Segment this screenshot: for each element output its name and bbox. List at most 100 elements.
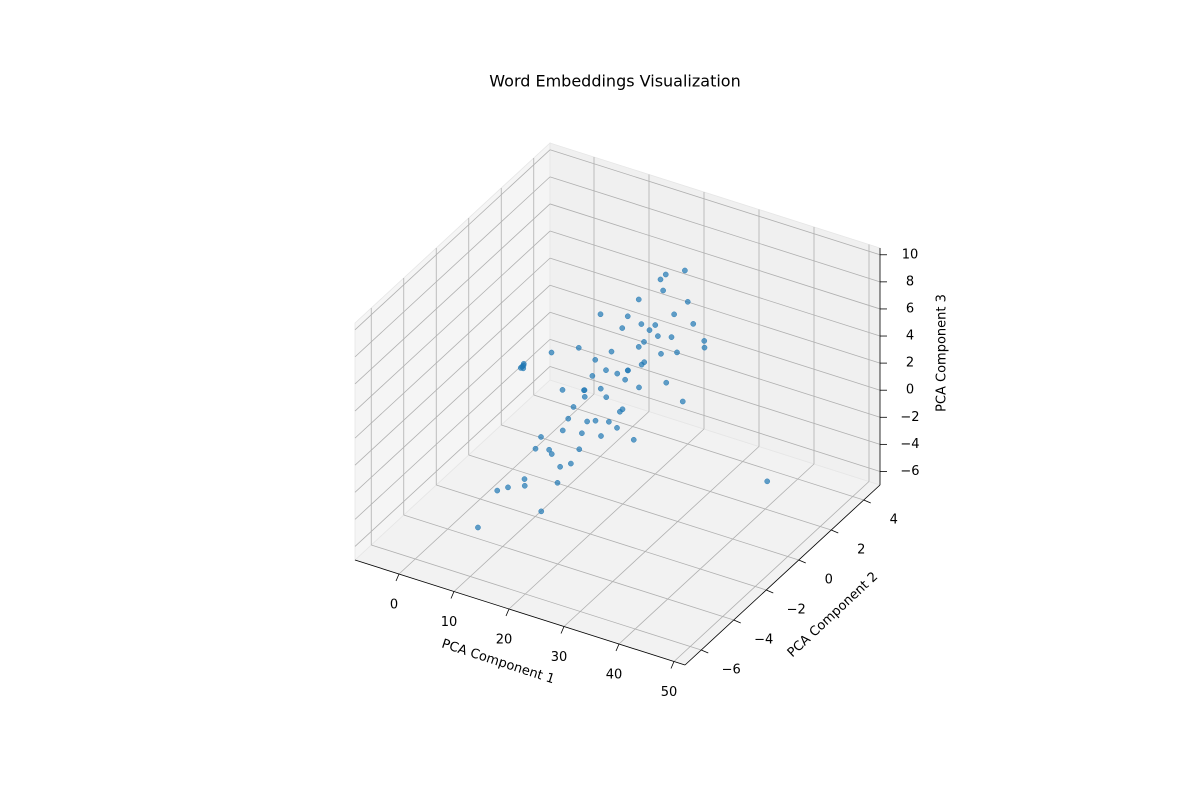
point xyxy=(589,373,596,379)
point xyxy=(546,446,552,453)
point xyxy=(663,379,670,386)
y-tick-label: −2 xyxy=(787,603,806,618)
point xyxy=(622,376,628,383)
grid-line xyxy=(453,411,650,592)
grid-line xyxy=(354,203,551,385)
point xyxy=(475,524,481,531)
point xyxy=(557,463,563,470)
grid-line xyxy=(371,544,702,651)
point xyxy=(660,287,666,294)
points xyxy=(475,267,771,531)
point xyxy=(603,367,609,374)
grid-line xyxy=(501,424,832,531)
point xyxy=(690,321,697,327)
grid-line xyxy=(549,284,881,391)
point xyxy=(682,267,688,274)
grid-line xyxy=(549,338,881,445)
point xyxy=(684,298,691,305)
point xyxy=(570,404,577,410)
x-tick-label: 20 xyxy=(496,633,513,648)
point xyxy=(538,508,545,515)
y-tick-label: 0 xyxy=(825,573,833,588)
point xyxy=(668,334,675,340)
point xyxy=(638,321,645,327)
x-tick xyxy=(450,591,455,599)
z-tick-label: 4 xyxy=(906,329,914,344)
grid-line xyxy=(354,230,551,412)
z-tick-label: 8 xyxy=(906,274,914,289)
point xyxy=(641,339,647,345)
z-tick-label: −6 xyxy=(900,464,919,479)
point xyxy=(638,361,645,368)
point xyxy=(559,427,566,434)
point xyxy=(662,271,669,278)
x-tick-label: 30 xyxy=(551,650,568,665)
point xyxy=(636,384,642,391)
point xyxy=(592,417,599,424)
y-tick xyxy=(701,649,709,654)
grid-line xyxy=(354,311,551,493)
point xyxy=(764,478,771,485)
grid-line xyxy=(549,366,881,472)
point xyxy=(548,451,555,457)
point xyxy=(614,370,621,377)
point xyxy=(538,434,544,440)
x-tick xyxy=(505,608,510,617)
grid-line xyxy=(436,484,767,591)
grid-line xyxy=(354,366,551,547)
axes: 0 10 20 30 40 50 −6 −4 −2 0 2 4 −6 −4 −2 0 2 4 6 8 10 xyxy=(354,247,920,700)
y-tick-label: 4 xyxy=(890,513,898,528)
z-tick-label: 10 xyxy=(902,247,919,262)
point xyxy=(521,476,528,482)
grid-line xyxy=(533,394,864,501)
point xyxy=(646,327,653,333)
point xyxy=(548,349,555,356)
point xyxy=(521,482,528,489)
point xyxy=(657,276,664,283)
y-tick-label: −6 xyxy=(722,663,741,678)
grid-line xyxy=(549,230,881,337)
grid-line xyxy=(468,454,799,561)
grid-line xyxy=(354,149,551,331)
grid-line xyxy=(673,481,870,662)
y-tick-label: 2 xyxy=(857,543,865,558)
point xyxy=(624,313,631,320)
z-tick-label: −2 xyxy=(900,410,919,425)
point xyxy=(655,333,661,339)
point xyxy=(671,311,677,318)
grid-line xyxy=(549,176,881,283)
x-tick-label: 40 xyxy=(606,668,623,683)
grid-line xyxy=(618,463,815,645)
z-tick-label: 2 xyxy=(906,356,914,371)
point xyxy=(494,487,501,494)
x-tick xyxy=(560,626,565,634)
point xyxy=(608,348,615,355)
point xyxy=(565,415,572,422)
z-tick-label: 0 xyxy=(906,383,914,398)
grid-line xyxy=(508,428,705,610)
grid-line xyxy=(563,446,760,627)
point xyxy=(679,398,686,405)
point xyxy=(597,385,604,392)
point xyxy=(630,436,637,443)
grid-line xyxy=(354,284,551,466)
x-tick-label: 50 xyxy=(661,685,678,700)
grid-line xyxy=(549,149,881,256)
point xyxy=(624,367,631,374)
grid-line xyxy=(549,257,881,364)
point xyxy=(576,446,583,453)
point xyxy=(568,460,574,467)
point xyxy=(619,406,626,413)
y-axis-line xyxy=(684,484,881,666)
y-tick xyxy=(863,499,871,504)
grid-line xyxy=(398,393,595,575)
point xyxy=(658,350,664,357)
y-tick xyxy=(798,559,806,564)
grid-line xyxy=(354,339,551,520)
point xyxy=(532,445,539,452)
grid xyxy=(354,149,881,662)
x-tick xyxy=(670,661,675,669)
point xyxy=(584,418,590,425)
point xyxy=(554,479,561,486)
